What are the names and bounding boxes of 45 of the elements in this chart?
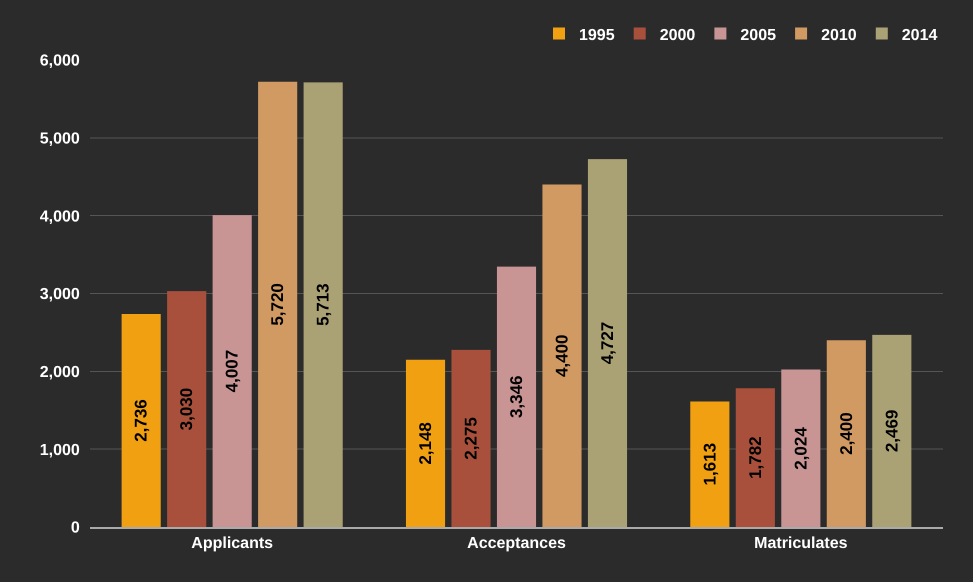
legend-label: 2010 (821, 26, 857, 44)
bar (872, 334, 912, 527)
data-label: 5,720 (268, 283, 288, 326)
data-label: 4,727 (598, 322, 617, 364)
data-label: 1,613 (700, 442, 720, 486)
bar (781, 369, 820, 527)
y-tick-label: 4,000 (40, 208, 80, 226)
data-label: 2,275 (462, 417, 481, 460)
legend-label: 2005 (740, 26, 776, 44)
data-label: 2,469 (882, 410, 902, 452)
x-tick-label: Matriculates (754, 535, 848, 552)
legend-label: 2000 (660, 26, 696, 44)
y-tick-label: 6,000 (40, 52, 80, 70)
data-label: 3,030 (177, 388, 196, 430)
y-tick-label: 2,000 (40, 364, 80, 381)
x-tick-label: Applicants (191, 535, 274, 552)
bar (588, 159, 628, 527)
bar (406, 360, 446, 527)
data-label: 2,736 (132, 399, 151, 442)
data-label: 2,024 (791, 426, 810, 470)
y-tick-label: 0 (70, 520, 80, 537)
bar (496, 266, 536, 527)
data-label: 1,782 (746, 436, 765, 479)
bar (167, 291, 206, 527)
bar (304, 82, 343, 527)
legend-label: 2014 (902, 26, 938, 44)
y-tick-label: 1,000 (40, 442, 80, 459)
x-tick-label: Acceptances (467, 535, 566, 552)
bar (826, 340, 866, 527)
bar (212, 215, 252, 527)
data-label: 4,007 (222, 350, 242, 392)
bar (122, 314, 161, 527)
data-label: 5,713 (314, 283, 333, 326)
bar (258, 82, 298, 527)
bar (736, 388, 775, 527)
data-label: 2,148 (416, 422, 436, 465)
bar (451, 350, 491, 527)
bar (690, 401, 730, 527)
y-tick-label: 3,000 (40, 286, 80, 304)
data-label: 3,346 (507, 376, 526, 418)
data-label: 4,400 (552, 334, 572, 378)
y-tick-label: 5,000 (40, 130, 80, 148)
bar (542, 184, 582, 527)
data-label: 2,400 (836, 412, 856, 455)
legend-label: 1995 (579, 26, 615, 44)
